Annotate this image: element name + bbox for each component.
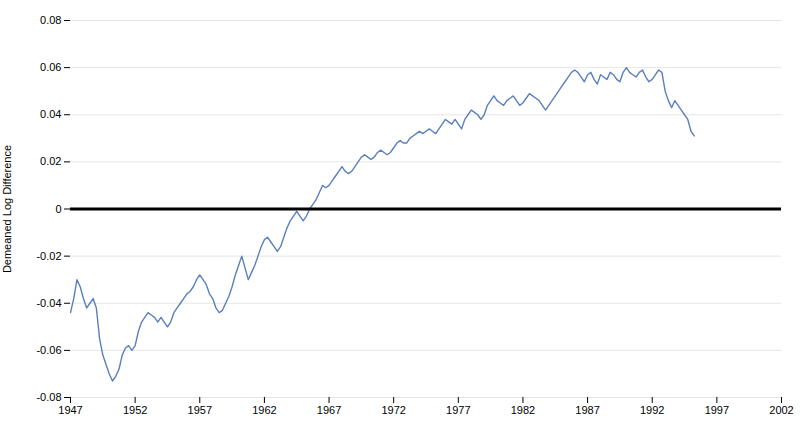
svg-text:1952: 1952 [123, 404, 147, 416]
svg-text:0.04: 0.04 [40, 108, 61, 120]
svg-text:0.02: 0.02 [40, 155, 61, 167]
svg-text:-0.06: -0.06 [36, 344, 61, 356]
svg-text:1997: 1997 [705, 404, 729, 416]
svg-text:2002: 2002 [769, 404, 793, 416]
svg-text:1957: 1957 [188, 404, 212, 416]
svg-text:0: 0 [55, 203, 61, 215]
svg-text:1987: 1987 [575, 404, 599, 416]
svg-text:1977: 1977 [446, 404, 470, 416]
svg-text:0.08: 0.08 [40, 14, 61, 26]
svg-text:1982: 1982 [511, 404, 535, 416]
svg-text:Demeaned Log Difference: Demeaned Log Difference [1, 145, 13, 273]
svg-text:-0.04: -0.04 [36, 297, 61, 309]
svg-text:1962: 1962 [252, 404, 276, 416]
svg-text:0.06: 0.06 [40, 61, 61, 73]
svg-text:-0.08: -0.08 [36, 391, 61, 403]
svg-text:1972: 1972 [381, 404, 405, 416]
svg-text:1947: 1947 [58, 404, 82, 416]
svg-text:1967: 1967 [317, 404, 341, 416]
svg-text:-0.02: -0.02 [36, 250, 61, 262]
svg-text:1992: 1992 [640, 404, 664, 416]
